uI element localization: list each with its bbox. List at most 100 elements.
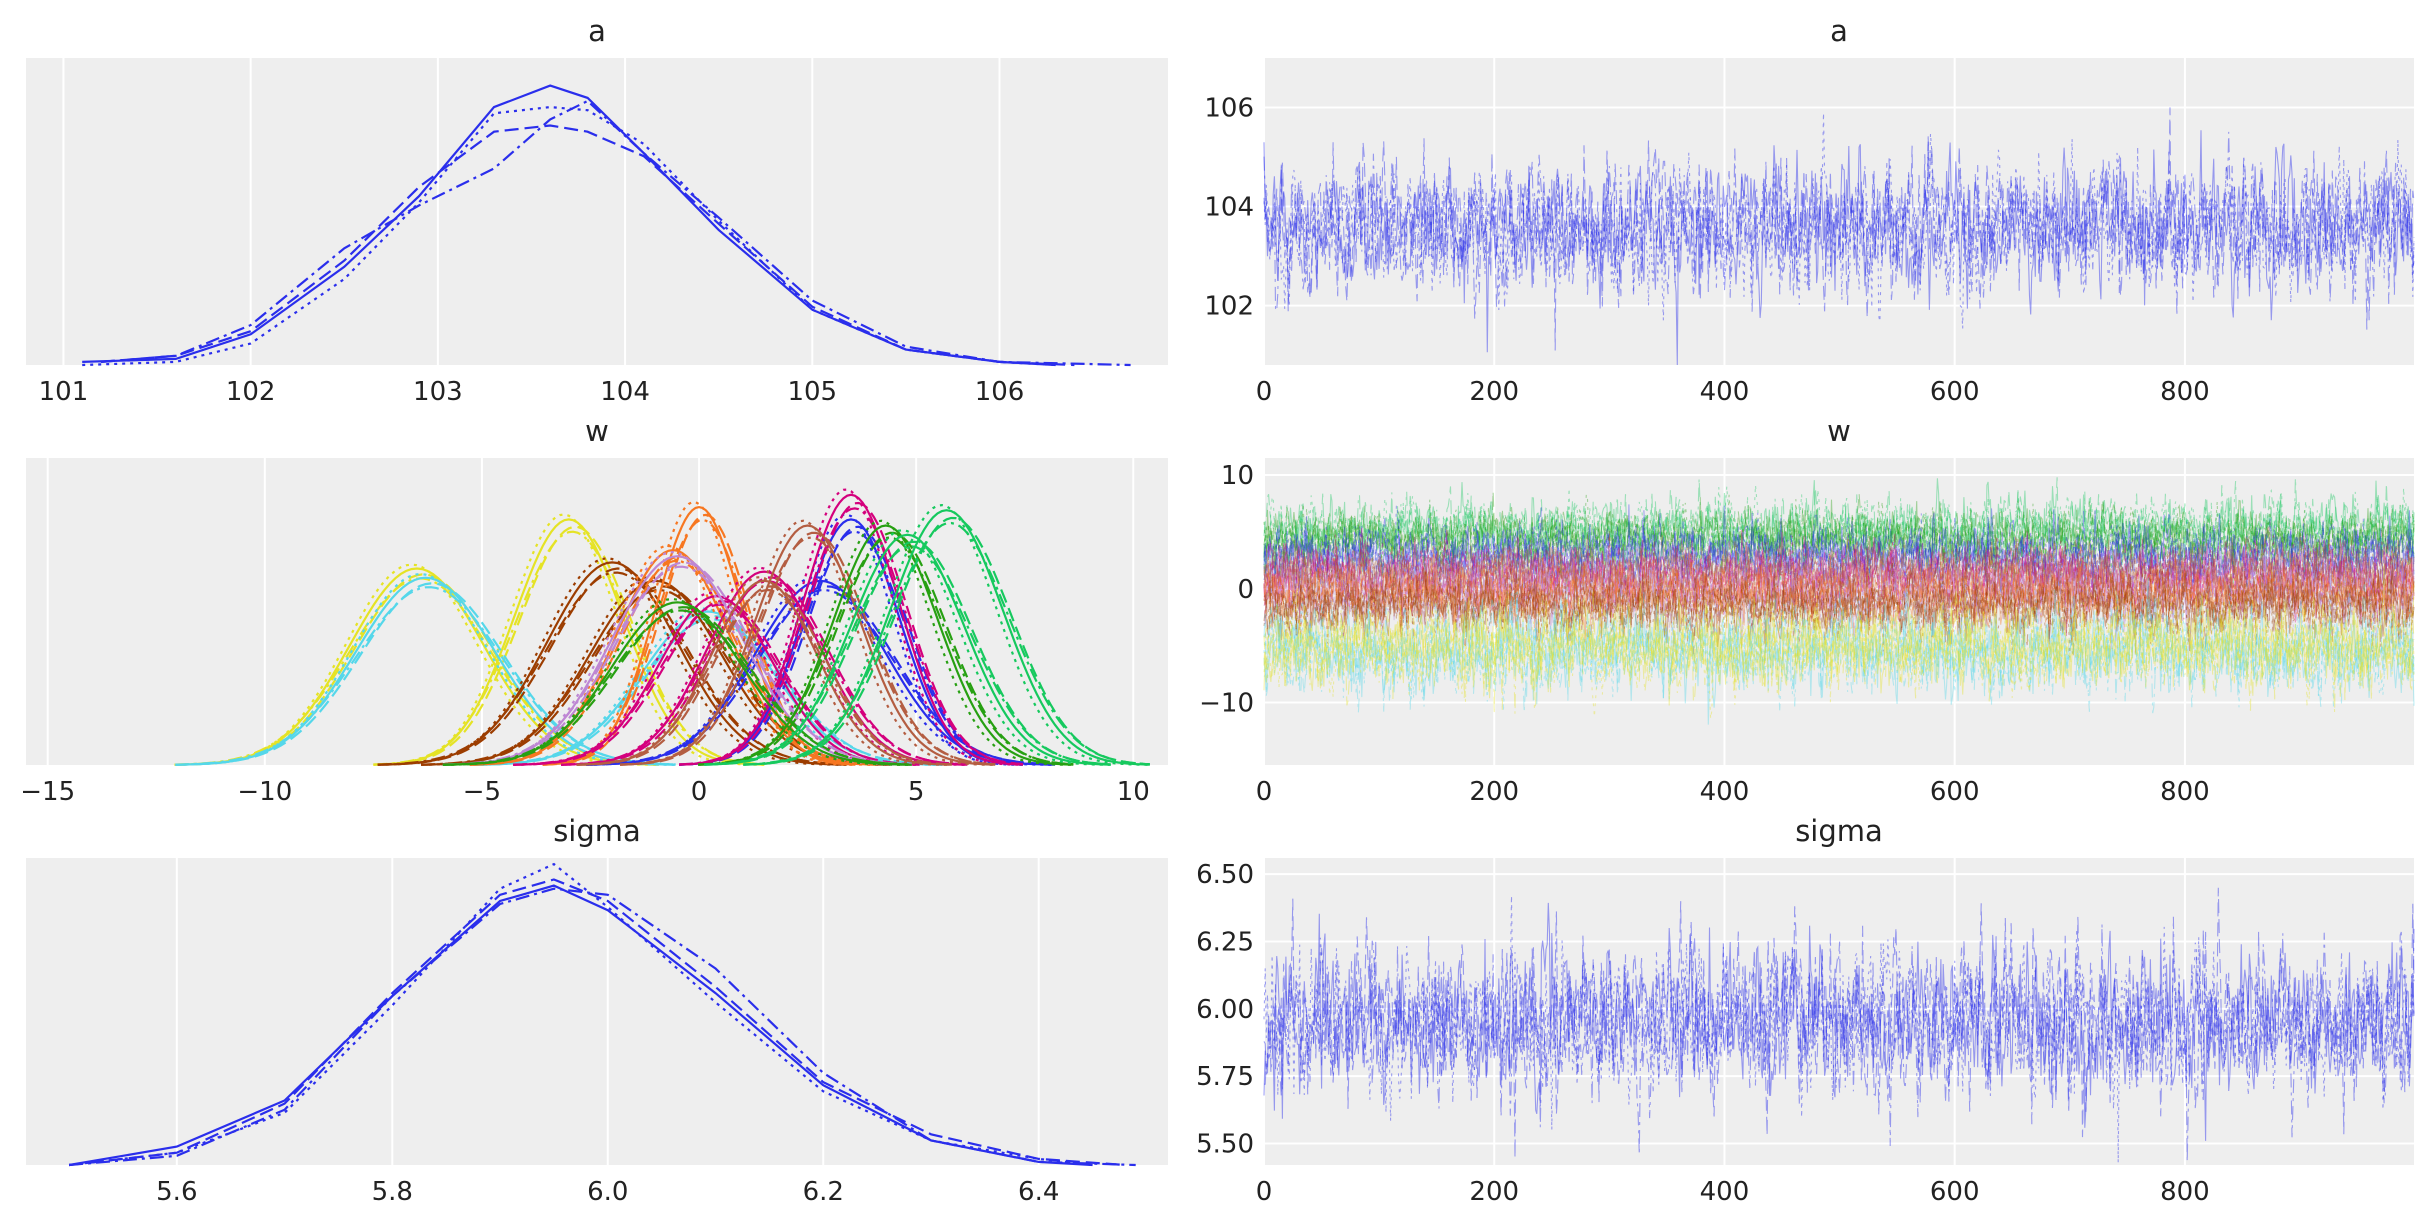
panel-density-a: a 101 102 103 104 105 106 <box>26 14 1168 407</box>
trace-line-chain-2 <box>1263 107 2415 351</box>
plot-area <box>1264 58 2414 365</box>
trace-line-chain-4 <box>1263 529 2415 615</box>
panel-title: w <box>1827 414 1851 448</box>
x-tick-label: 0 <box>691 777 708 807</box>
x-tick-label: 5.8 <box>372 1177 413 1207</box>
density-line-w18 <box>743 521 1150 766</box>
trace-line-chain-3 <box>1263 494 2415 592</box>
trace-line-chain-4 <box>1263 500 2415 583</box>
x-tick-label: 103 <box>413 377 463 407</box>
x-tick-label: 800 <box>2160 377 2210 407</box>
x-tick-label: −10 <box>237 777 292 807</box>
density-line-w15 <box>576 588 952 766</box>
density-line-w7 <box>469 559 877 766</box>
density-line-w19 <box>704 545 1111 766</box>
density-line-w14 <box>619 536 996 766</box>
panel-title: sigma <box>1795 814 1883 848</box>
panel-title: w <box>585 414 609 448</box>
x-tick-label: −15 <box>20 777 75 807</box>
trace-line-chain-4 <box>1263 131 2415 320</box>
trace-line-chain-1 <box>1263 504 2415 607</box>
x-tick-label: 0 <box>1256 777 1273 807</box>
x-tick-label: 400 <box>1700 777 1750 807</box>
density-line-w13 <box>442 565 912 766</box>
trace-line-chain-4 <box>1264 906 2415 1162</box>
density-line-chain2 <box>100 124 1075 367</box>
trace-line-chain-4 <box>1263 593 2415 714</box>
panel-density-w: w −15 −10 −5 0 5 10 <box>20 414 1168 807</box>
x-tick-label: 106 <box>975 377 1025 407</box>
trace-line-chain-1 <box>1263 544 2415 652</box>
plot-area <box>1264 858 2414 1165</box>
density-line-w2 <box>175 572 676 766</box>
trace-line-chain-4 <box>1263 528 2415 638</box>
trace-line-chain-3 <box>1263 577 2415 712</box>
density-line-w12 <box>513 603 920 766</box>
trace-line-chain-1 <box>1263 537 2415 650</box>
plot-area <box>1264 458 2414 765</box>
density-line-w7 <box>469 555 877 766</box>
trace-line-chain-1 <box>1263 130 2415 366</box>
x-tick-label: 6.2 <box>803 1177 844 1207</box>
trace-line-chain-1 <box>1263 525 2415 615</box>
x-tick-label: 600 <box>1930 1177 1980 1207</box>
trace-line-chain-4 <box>1263 584 2415 714</box>
density-line-w11 <box>560 580 968 766</box>
x-tick-label: 6.4 <box>1018 1177 1059 1207</box>
trace-line-chain-1 <box>1263 527 2415 633</box>
x-tick-label: 6.0 <box>587 1177 628 1207</box>
y-tick-label: 104 <box>1204 193 1254 223</box>
y-tick-label: 102 <box>1204 292 1254 322</box>
trace-line-chain-3 <box>1263 544 2415 643</box>
trace-line-chain-1 <box>1263 577 2415 725</box>
density-line-chain4 <box>100 99 1131 367</box>
density-line-w18 <box>743 509 1150 766</box>
x-tick-label: 10 <box>1117 777 1150 807</box>
x-tick-label: 600 <box>1930 377 1980 407</box>
panel-trace-a: a 0 200 400 600 800 102 104 106 <box>1204 14 2415 407</box>
trace-line-chain-3 <box>1263 578 2415 719</box>
trace-line-chain-2 <box>1263 887 2415 1158</box>
x-tick-label: 200 <box>1469 1177 1519 1207</box>
x-tick-label: 800 <box>2160 1177 2210 1207</box>
trace-line-chain-1 <box>1263 902 2415 1141</box>
trace-line-chain-2 <box>1263 491 2415 585</box>
plot-area <box>26 58 1168 365</box>
y-tick-label: 6.00 <box>1196 995 1254 1025</box>
panel-density-sigma: sigma 5.6 5.8 6.0 6.2 6.4 <box>26 814 1168 1207</box>
trace-line-chain-3 <box>1263 551 2415 639</box>
density-line-w1 <box>373 513 765 766</box>
trace-line-chain-4 <box>1263 549 2415 648</box>
density-line-w9 <box>586 579 1056 766</box>
x-tick-label: 5 <box>908 777 925 807</box>
trace-line-chain-1 <box>1263 552 2415 643</box>
density-line-w10 <box>679 488 1024 766</box>
density-line-w4 <box>377 557 847 766</box>
x-tick-label: 104 <box>600 377 650 407</box>
trace-line-chain-2 <box>1263 507 2415 609</box>
trace-line-chain-3 <box>1263 530 2415 619</box>
density-line-chain4 <box>69 887 1136 1167</box>
density-line-w17 <box>442 597 912 766</box>
density-line-w2 <box>175 586 676 766</box>
panel-trace-w: w 0 200 400 600 800 10 0 −10 <box>1199 414 2415 807</box>
density-line-w14 <box>619 531 996 766</box>
y-tick-label: 106 <box>1204 94 1254 124</box>
density-line-w18 <box>743 503 1150 766</box>
density-line-w1 <box>373 530 765 766</box>
panel-trace-sigma: sigma 0 200 400 600 800 5.50 5.75 6.00 6.25 6.50 <box>1196 814 2415 1207</box>
density-line-w8 <box>679 513 1023 766</box>
y-tick-label: 6.50 <box>1196 860 1254 890</box>
density-line-w17 <box>442 601 912 766</box>
x-tick-label: 200 <box>1469 377 1519 407</box>
panel-title: a <box>588 14 606 48</box>
x-tick-label: 600 <box>1930 777 1980 807</box>
y-tick-label: 10 <box>1221 461 1254 491</box>
density-line-w19 <box>704 529 1111 766</box>
trace-line-chain-4 <box>1263 478 2415 586</box>
x-tick-label: 0 <box>1256 1177 1273 1207</box>
x-tick-label: 101 <box>39 377 89 407</box>
trace-line-chain-1 <box>1263 499 2415 588</box>
trace-line-chain-2 <box>1263 529 2415 624</box>
density-line-chain2 <box>68 878 1125 1167</box>
